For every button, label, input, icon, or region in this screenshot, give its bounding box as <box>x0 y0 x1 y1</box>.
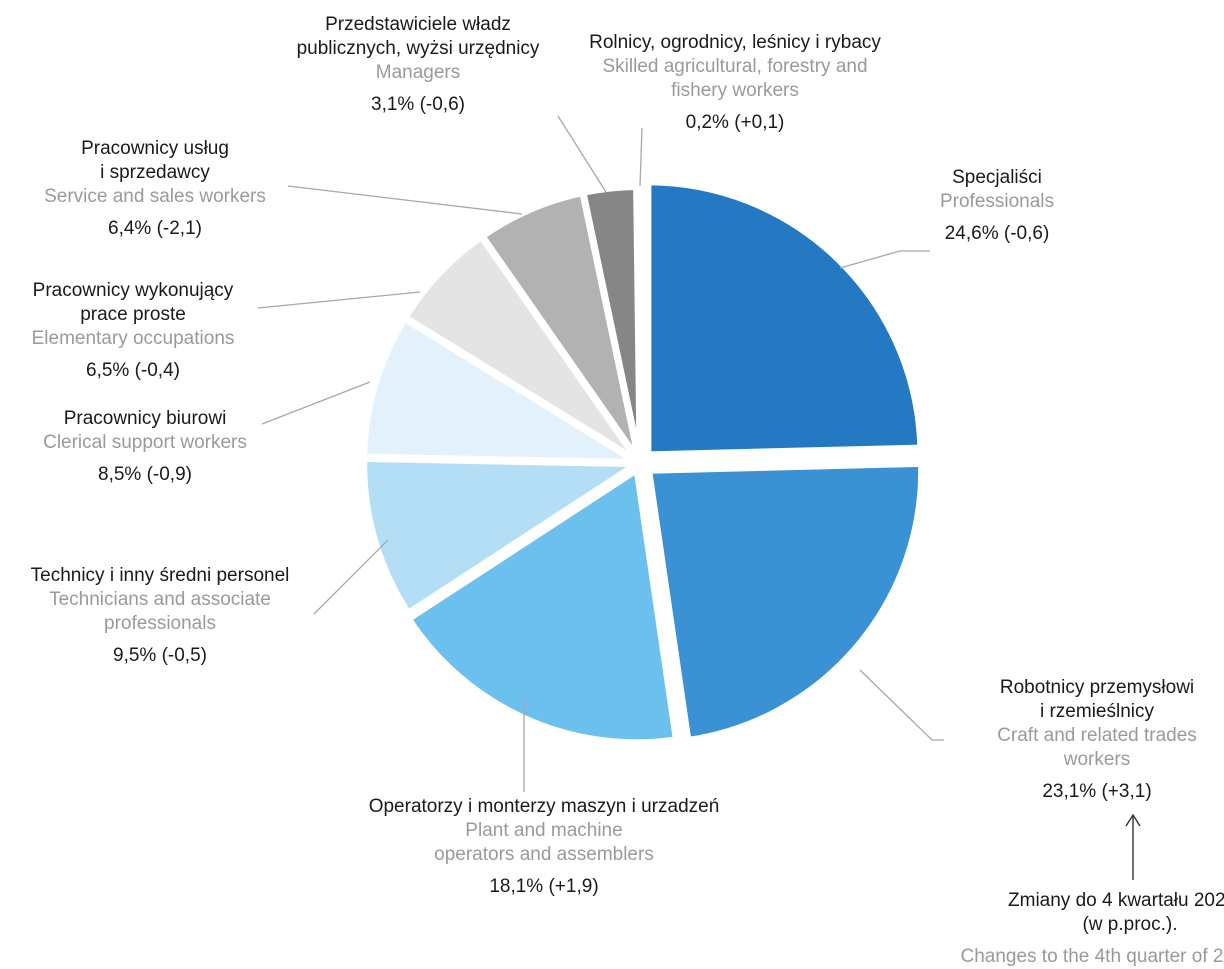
label-pl-robotnicy: i rzemieślnicy <box>1040 701 1155 722</box>
label-technicy: Technicy i inny średni personel Technicia… <box>31 565 290 666</box>
value-label-specjalisci: 24,6% (-0,6) <box>945 223 1050 244</box>
label-pl-proste: prace proste <box>80 304 186 325</box>
label-en-proste: Elementary occupations <box>32 328 235 349</box>
label-uslugi: Pracownicy usług i sprzedawcy Service and … <box>44 138 266 239</box>
note-pl-line: Zmiany do 4 kwartału 2020 r. <box>1008 890 1224 911</box>
label-en-rolnicy: fishery workers <box>671 80 799 101</box>
pie-slice-operatorzy <box>404 465 680 746</box>
slice-labels: Specjaliści Professionals 24,6% (-0,6) Robo… <box>31 14 1197 897</box>
label-operatorzy: Operatorzy i monterzy maszyn i urzadzeń P… <box>369 796 720 897</box>
change-note: Zmiany do 4 kwartału 2020 r. (w p.proc.).… <box>960 813 1224 967</box>
label-en-uslugi: Service and sales workers <box>44 186 266 207</box>
label-pl-managers: Przedstawiciele władz <box>325 14 511 35</box>
value-label-biurowi: 8,5% (-0,9) <box>98 464 192 485</box>
label-robotnicy: Robotnicy przemysłowi i rzemieślnicy Craft… <box>997 677 1197 802</box>
label-pl-technicy: Technicy i inny średni personel <box>31 565 290 586</box>
label-pl-specjalisci: Specjaliści <box>952 167 1042 188</box>
label-pl-operatorzy: Operatorzy i monterzy maszyn i urzadzeń <box>369 796 720 817</box>
pie-slice-biurowi <box>361 314 648 466</box>
leader-line-managers <box>557 115 607 193</box>
pie-slice-proste <box>401 233 640 463</box>
label-en-technicy: professionals <box>104 613 216 634</box>
label-pl-proste: Pracownicy wykonujący <box>33 280 234 301</box>
label-pl-uslugi: Pracownicy usług <box>81 138 229 159</box>
label-rolnicy: Rolnicy, ogrodnicy, leśnicy i rybacy Skil… <box>589 32 881 133</box>
note-en-line: Changes to the 4th quarter of 2020 (pp). <box>960 946 1224 967</box>
leader-line-specjalisci <box>839 250 930 269</box>
pie-slice-rolnicy <box>633 183 643 460</box>
label-pl-robotnicy: Robotnicy przemysłowi <box>1000 677 1194 698</box>
label-en-specjalisci: Professionals <box>940 191 1054 212</box>
label-pl-managers: publicznych, wyżsi urzędnicy <box>297 38 540 59</box>
label-en-operatorzy: Plant and machine <box>465 820 622 841</box>
label-specjalisci: Specjaliści Professionals 24,6% (-0,6) <box>940 167 1054 244</box>
pie-slice-technicy <box>361 455 646 617</box>
value-label-managers: 3,1% (-0,6) <box>371 94 465 115</box>
value-label-operatorzy: 18,1% (+1,9) <box>489 876 598 897</box>
value-label-technicy: 9,5% (-0,5) <box>113 645 207 666</box>
value-label-proste: 6,5% (-0,4) <box>86 360 180 381</box>
leader-line-robotnicy <box>859 669 944 741</box>
leader-line-biurowi <box>261 381 371 425</box>
label-en-robotnicy: Craft and related trades <box>997 725 1197 746</box>
label-en-operatorzy: operators and assemblers <box>434 844 654 865</box>
label-biurowi: Pracownicy biurowi Clerical support worke… <box>43 408 247 485</box>
label-pl-biurowi: Pracownicy biurowi <box>64 408 227 429</box>
value-label-uslugi: 6,4% (-2,1) <box>108 218 202 239</box>
leader-line-rolnicy <box>639 127 643 187</box>
value-label-robotnicy: 23,1% (+3,1) <box>1042 781 1151 802</box>
label-pl-uslugi: i sprzedawcy <box>100 162 210 183</box>
pie-slices <box>361 179 925 746</box>
leader-line-proste <box>257 291 421 309</box>
label-proste: Pracownicy wykonujący prace proste Element… <box>32 280 235 381</box>
label-en-rolnicy: Skilled agricultural, forestry and <box>602 56 867 77</box>
label-managers: Przedstawiciele władz publicznych, wyżsi … <box>297 14 540 115</box>
note-pl-line: (w p.proc.). <box>1082 914 1177 935</box>
arrow-up-icon <box>1125 813 1141 827</box>
leader-lines <box>257 115 944 792</box>
label-en-biurowi: Clerical support workers <box>43 432 247 453</box>
leader-line-technicy <box>313 539 389 615</box>
value-label-rolnicy: 0,2% (+0,1) <box>686 112 785 133</box>
label-en-robotnicy: workers <box>1063 749 1131 770</box>
pie-slice-specjalisci <box>645 179 924 458</box>
pie-slice-robotnicy <box>645 460 925 744</box>
leader-line-uslugi <box>287 185 523 215</box>
label-en-managers: Managers <box>376 62 461 83</box>
label-en-technicy: Technicians and associate <box>49 589 271 610</box>
label-pl-rolnicy: Rolnicy, ogrodnicy, leśnicy i rybacy <box>589 32 881 53</box>
